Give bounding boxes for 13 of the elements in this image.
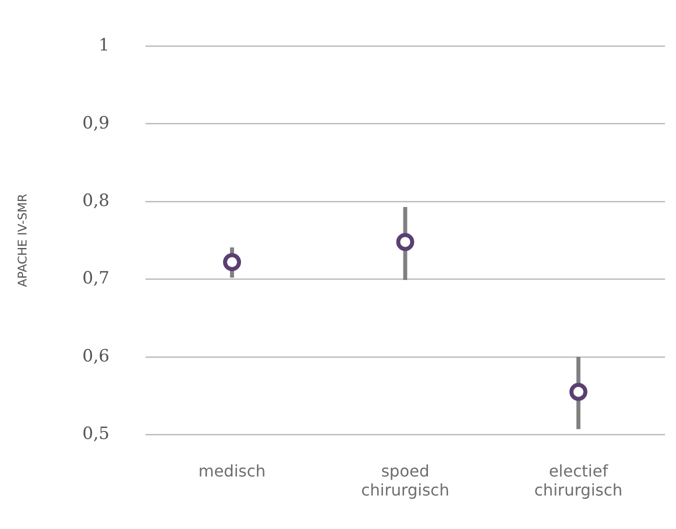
y-tick-label: 0,8 — [82, 190, 110, 211]
y-axis-title: APACHE IV-SMR — [15, 194, 30, 287]
point — [223, 253, 242, 272]
y-tick-label: 0,5 — [82, 424, 110, 444]
y-tick-label: 0,9 — [82, 113, 110, 134]
x-tick-label: electief chirurgisch — [534, 461, 623, 500]
y-tick-label: 0,6 — [82, 346, 110, 366]
point — [569, 382, 588, 401]
x-tick-label: spoed chirurgisch — [361, 461, 450, 500]
x-tick-label: medisch — [198, 461, 266, 480]
point — [396, 232, 414, 251]
y-tick-label: 1 — [98, 36, 110, 56]
y-tick-label: 0,7 — [82, 268, 110, 289]
